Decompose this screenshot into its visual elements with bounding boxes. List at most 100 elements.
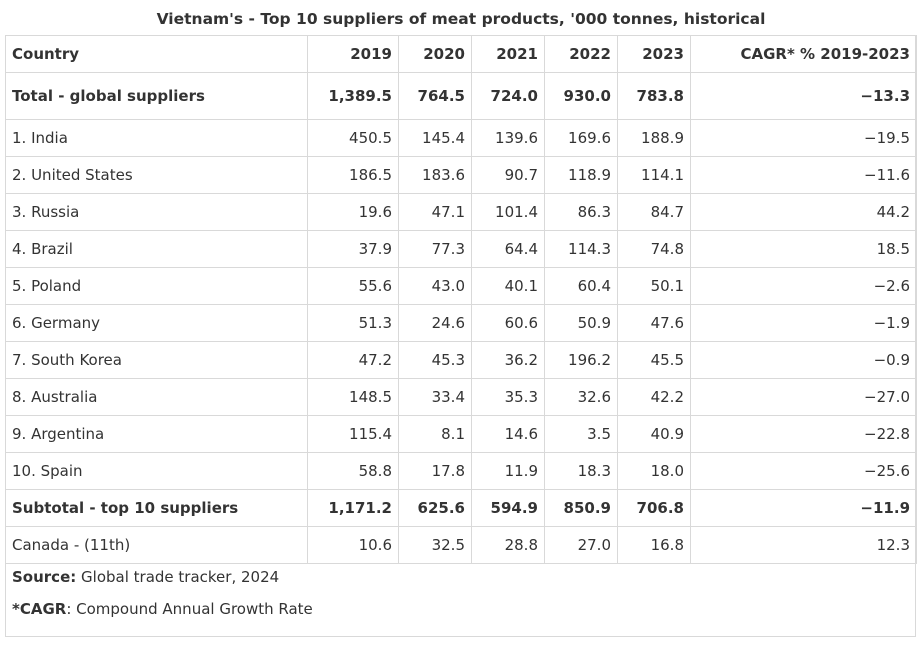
value-cell: 35.3 (471, 378, 545, 416)
value-cell: 42.2 (617, 378, 691, 416)
value-cell: 27.0 (544, 526, 618, 564)
table-row: 3. Russia 19.6 47.1 101.4 86.3 84.7 44.2 (5, 193, 917, 231)
value-cell: 1,389.5 (307, 72, 399, 120)
col-header-country: Country (5, 35, 308, 73)
value-cell: 145.4 (398, 119, 472, 157)
table-title: Vietnam's - Top 10 suppliers of meat pro… (156, 10, 766, 28)
country-cell: 7. South Korea (5, 341, 308, 379)
value-cell: 51.3 (307, 304, 399, 342)
value-cell: 60.6 (471, 304, 545, 342)
value-cell: 18.3 (544, 452, 618, 490)
table-row: Subtotal - top 10 suppliers 1,171.2 625.6 5… (5, 489, 917, 527)
value-cell: −0.9 (690, 341, 917, 379)
source-label: Source: (12, 568, 77, 586)
table-row: Canada - (11th) 10.6 32.5 28.8 27.0 16.8 12.3 (5, 526, 917, 564)
value-cell: −13.3 (690, 72, 917, 120)
value-cell: 196.2 (544, 341, 618, 379)
table-row: 1. India 450.5 145.4 139.6 169.6 188.9 −19.5 (5, 119, 917, 157)
value-cell: 450.5 (307, 119, 399, 157)
value-cell: 169.6 (544, 119, 618, 157)
country-cell: 4. Brazil (5, 230, 308, 268)
country-cell: 2. United States (5, 156, 308, 194)
value-cell: 40.1 (471, 267, 545, 305)
value-cell: 724.0 (471, 72, 545, 120)
value-cell: 40.9 (617, 415, 691, 453)
value-cell: 625.6 (398, 489, 472, 527)
value-cell: −2.6 (690, 267, 917, 305)
value-cell: 186.5 (307, 156, 399, 194)
col-header-2020: 2020 (398, 35, 472, 73)
value-cell: 58.8 (307, 452, 399, 490)
value-cell: 764.5 (398, 72, 472, 120)
source-note: Source: Global trade tracker, 2024 (12, 568, 279, 586)
table-row: 4. Brazil 37.9 77.3 64.4 114.3 74.8 18.5 (5, 230, 917, 268)
value-cell: 36.2 (471, 341, 545, 379)
value-cell: 101.4 (471, 193, 545, 231)
value-cell: −27.0 (690, 378, 917, 416)
country-cell: 10. Spain (5, 452, 308, 490)
value-cell: 114.3 (544, 230, 618, 268)
value-cell: 50.9 (544, 304, 618, 342)
col-header-2022: 2022 (544, 35, 618, 73)
value-cell: 188.9 (617, 119, 691, 157)
value-cell: 60.4 (544, 267, 618, 305)
col-header-2023: 2023 (617, 35, 691, 73)
value-cell: 24.6 (398, 304, 472, 342)
value-cell: 84.7 (617, 193, 691, 231)
country-cell: Total - global suppliers (5, 72, 308, 120)
value-cell: −1.9 (690, 304, 917, 342)
table-row: 9. Argentina 115.4 8.1 14.6 3.5 40.9 −22.8 (5, 415, 917, 453)
value-cell: 19.6 (307, 193, 399, 231)
value-cell: 18.0 (617, 452, 691, 490)
value-cell: 930.0 (544, 72, 618, 120)
country-cell: 1. India (5, 119, 308, 157)
table-row: 8. Australia 148.5 33.4 35.3 32.6 42.2 −27.0 (5, 378, 917, 416)
value-cell: 28.8 (471, 526, 545, 564)
value-cell: 115.4 (307, 415, 399, 453)
value-cell: 11.9 (471, 452, 545, 490)
value-cell: 44.2 (690, 193, 917, 231)
value-cell: −22.8 (690, 415, 917, 453)
value-cell: 86.3 (544, 193, 618, 231)
value-cell: 10.6 (307, 526, 399, 564)
value-cell: 74.8 (617, 230, 691, 268)
table-row: Total - global suppliers 1,389.5 764.5 724.… (5, 72, 917, 120)
value-cell: −11.6 (690, 156, 917, 194)
value-cell: 16.8 (617, 526, 691, 564)
value-cell: 47.6 (617, 304, 691, 342)
value-cell: 64.4 (471, 230, 545, 268)
suppliers-table: Country 2019 2020 2021 2022 2023 CAGR* %… (5, 35, 917, 564)
value-cell: 148.5 (307, 378, 399, 416)
cagr-text: : Compound Annual Growth Rate (66, 600, 313, 618)
value-cell: 37.9 (307, 230, 399, 268)
source-text: Global trade tracker, 2024 (81, 568, 280, 586)
value-cell: 594.9 (471, 489, 545, 527)
value-cell: 47.2 (307, 341, 399, 379)
table-row: 6. Germany 51.3 24.6 60.6 50.9 47.6 −1.9 (5, 304, 917, 342)
table-row: 10. Spain 58.8 17.8 11.9 18.3 18.0 −25.6 (5, 452, 917, 490)
value-cell: 50.1 (617, 267, 691, 305)
value-cell: 45.5 (617, 341, 691, 379)
value-cell: 17.8 (398, 452, 472, 490)
value-cell: 18.5 (690, 230, 917, 268)
col-header-2021: 2021 (471, 35, 545, 73)
value-cell: 32.6 (544, 378, 618, 416)
col-header-2019: 2019 (307, 35, 399, 73)
value-cell: 32.5 (398, 526, 472, 564)
value-cell: 114.1 (617, 156, 691, 194)
value-cell: 77.3 (398, 230, 472, 268)
value-cell: 850.9 (544, 489, 618, 527)
value-cell: 139.6 (471, 119, 545, 157)
value-cell: 43.0 (398, 267, 472, 305)
cagr-label: *CAGR (12, 600, 67, 618)
value-cell: 47.1 (398, 193, 472, 231)
table-row: 5. Poland 55.6 43.0 40.1 60.4 50.1 −2.6 (5, 267, 917, 305)
col-header-cagr: CAGR* % 2019-2023 (690, 35, 917, 73)
value-cell: 8.1 (398, 415, 472, 453)
value-cell: 45.3 (398, 341, 472, 379)
value-cell: −19.5 (690, 119, 917, 157)
table-row: 2. United States 186.5 183.6 90.7 118.9 114.1… (5, 156, 917, 194)
country-cell: 8. Australia (5, 378, 308, 416)
value-cell: −25.6 (690, 452, 917, 490)
table-row: 7. South Korea 47.2 45.3 36.2 196.2 45.5 −0.9 (5, 341, 917, 379)
